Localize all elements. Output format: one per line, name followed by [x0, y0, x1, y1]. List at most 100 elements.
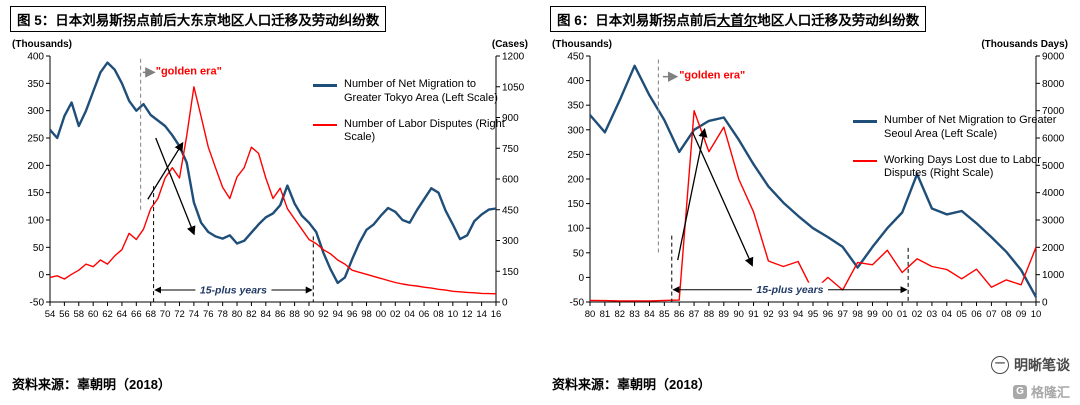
svg-text:97: 97 — [837, 309, 848, 320]
seoul-chart-svg: (Thousands) (Thousands Days) 450 400 350 300 2… — [552, 39, 1068, 320]
svg-text:88: 88 — [289, 309, 300, 320]
svg-text:10: 10 — [448, 309, 459, 320]
svg-text:3000: 3000 — [1042, 216, 1065, 227]
svg-text:-50: -50 — [570, 298, 585, 309]
mingxibitan-logo-icon: 一 — [991, 356, 1009, 374]
svg-text:98: 98 — [852, 309, 863, 320]
svg-text:450: 450 — [567, 52, 584, 63]
svg-text:04: 04 — [942, 309, 953, 320]
svg-text:100: 100 — [27, 216, 44, 227]
watermark-gelonghui: G 格隆汇 — [991, 382, 1070, 401]
svg-text:98: 98 — [361, 309, 372, 320]
legend-tokyo: Number of Net Migration to Greater Tokyo… — [313, 78, 509, 145]
svg-text:66: 66 — [131, 309, 142, 320]
svg-text:93: 93 — [778, 309, 789, 320]
svg-text:5000: 5000 — [1042, 161, 1065, 172]
source-note-seoul: 资料来源：辜朝明（2018） — [552, 377, 711, 392]
panel-title-seoul: 图 6：日本刘易斯拐点前后大首尔地区人口迁移及劳动纠纷数 — [550, 6, 927, 32]
svg-text:350: 350 — [567, 101, 584, 112]
svg-text:95: 95 — [808, 309, 819, 320]
svg-text:0: 0 — [1042, 298, 1048, 309]
svg-text:(Thousands): (Thousands) — [12, 39, 72, 50]
svg-text:6000: 6000 — [1042, 134, 1065, 145]
svg-text:06: 06 — [419, 309, 430, 320]
chart-tokyo: (Thousands) (Cases) 400 350 300 250 200 150 100 5… — [10, 36, 530, 328]
svg-text:02: 02 — [912, 309, 923, 320]
svg-text:94: 94 — [793, 309, 804, 320]
svg-text:86: 86 — [275, 309, 286, 320]
svg-text:94: 94 — [332, 309, 343, 320]
panel-title-tokyo: 图 5：日本刘易斯拐点前后大东京地区人口迁移及劳动纠纷数 — [10, 6, 387, 32]
panel-seoul: 图 6：日本刘易斯拐点前后大首尔地区人口迁移及劳动纠纷数 (Thousands)… — [540, 0, 1080, 405]
svg-text:83: 83 — [629, 309, 640, 320]
svg-text:900: 900 — [502, 113, 519, 124]
trend-arrow-icon — [147, 141, 184, 200]
svg-text:01: 01 — [897, 309, 908, 320]
span-label: 15-plus years — [200, 284, 267, 296]
svg-text:250: 250 — [27, 134, 44, 145]
svg-text:(Thousands): (Thousands) — [552, 39, 612, 50]
svg-text:450: 450 — [502, 205, 519, 216]
svg-text:56: 56 — [59, 309, 70, 320]
legend-item-migration: Number of Net Migration to Greater Tokyo… — [313, 78, 509, 106]
svg-text:7000: 7000 — [1042, 106, 1065, 117]
svg-text:(Cases): (Cases) — [492, 39, 528, 50]
svg-text:-50: -50 — [30, 298, 45, 309]
svg-text:14: 14 — [476, 309, 487, 320]
panel-title-row: 图 6：日本刘易斯拐点前后大首尔地区人口迁移及劳动纠纷数 — [550, 6, 1070, 32]
svg-text:54: 54 — [45, 309, 56, 320]
watermark-brand-gelonghui: 格隆汇 — [1030, 385, 1070, 400]
svg-text:1200: 1200 — [502, 52, 525, 63]
svg-text:81: 81 — [600, 309, 611, 320]
svg-text:09: 09 — [1016, 309, 1027, 320]
svg-text:72: 72 — [174, 309, 185, 320]
svg-text:150: 150 — [567, 199, 584, 210]
gelonghui-logo-icon: G — [1012, 384, 1027, 399]
legend-seoul: Number of Net Migration to Greater Seoul… — [853, 114, 1058, 181]
tokyo-chart-svg: (Thousands) (Cases)4003503002502001501005… — [12, 39, 528, 320]
red-line-sample-icon — [853, 159, 877, 162]
svg-text:90: 90 — [304, 309, 315, 320]
legend-item-migration: Number of Net Migration to Greater Seoul… — [853, 114, 1058, 142]
svg-text:92: 92 — [763, 309, 774, 320]
migration-line — [49, 61, 497, 285]
svg-text:150: 150 — [27, 188, 44, 199]
svg-text:96: 96 — [347, 309, 358, 320]
chart-seoul: (Thousands) (Thousands Days) 450 400 350 300 2… — [550, 36, 1070, 328]
blue-line-sample-icon — [853, 120, 877, 123]
watermark-mingxibitan: 一 明晰笔谈 — [991, 355, 1070, 375]
red-line-sample-icon — [313, 123, 337, 126]
svg-text:84: 84 — [644, 309, 655, 320]
svg-text:50: 50 — [33, 243, 45, 254]
svg-text:2000: 2000 — [1042, 243, 1065, 254]
legend-label-disputes: Number of Labor Disputes (Right Scale) — [344, 117, 505, 144]
trend-arrow-icon — [677, 128, 708, 261]
svg-text:0: 0 — [38, 270, 44, 281]
legend-label-disputes: Working Days Lost due to Labor Disputes … — [884, 153, 1041, 180]
svg-text:80: 80 — [232, 309, 243, 320]
svg-text:350: 350 — [27, 79, 44, 90]
legend-item-disputes: Number of Labor Disputes (Right Scale) — [313, 118, 509, 146]
legend-label-migration: Number of Net Migration to Greater Tokyo… — [344, 78, 498, 104]
svg-text:150: 150 — [502, 267, 519, 278]
panel-title-row: 图 5：日本刘易斯拐点前后大东京地区人口迁移及劳动纠纷数 — [10, 6, 530, 32]
svg-text:96: 96 — [823, 309, 834, 320]
svg-text:76: 76 — [203, 309, 214, 320]
svg-text:600: 600 — [502, 175, 519, 186]
svg-text:85: 85 — [659, 309, 670, 320]
watermark-brand-mingxibitan: 明晰笔谈 — [1014, 357, 1070, 373]
svg-text:05: 05 — [956, 309, 967, 320]
panel-tokyo: 图 5：日本刘易斯拐点前后大东京地区人口迁移及劳动纠纷数 (Thousands)… — [10, 6, 530, 392]
svg-text:68: 68 — [145, 309, 156, 320]
svg-text:1000: 1000 — [1042, 270, 1065, 281]
svg-text:90: 90 — [733, 309, 744, 320]
span-label: 15-plus years — [756, 284, 823, 296]
source-note-tokyo: 资料来源：辜朝明（2018） — [12, 377, 171, 392]
svg-text:400: 400 — [27, 52, 44, 63]
svg-text:06: 06 — [971, 309, 982, 320]
title-suffix: 地区人口迁移及劳动纠纷数 — [757, 13, 920, 28]
trend-arrow-icon — [155, 137, 196, 236]
svg-text:1050: 1050 — [502, 82, 525, 93]
disputes-line — [49, 86, 497, 295]
